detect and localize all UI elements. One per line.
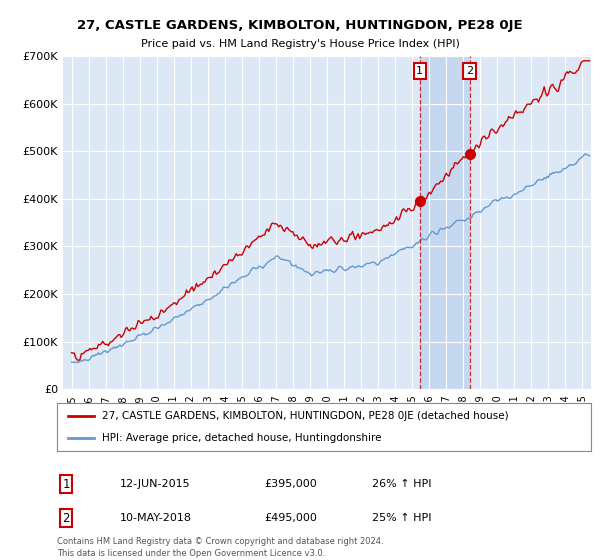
Text: 10-MAY-2018: 10-MAY-2018 xyxy=(120,513,192,523)
Text: 2: 2 xyxy=(466,66,473,76)
Text: 26% ↑ HPI: 26% ↑ HPI xyxy=(372,479,431,489)
Text: 1: 1 xyxy=(416,66,424,76)
Text: £495,000: £495,000 xyxy=(264,513,317,523)
Text: 27, CASTLE GARDENS, KIMBOLTON, HUNTINGDON, PE28 0JE (detached house): 27, CASTLE GARDENS, KIMBOLTON, HUNTINGDO… xyxy=(103,411,509,421)
Text: Price paid vs. HM Land Registry's House Price Index (HPI): Price paid vs. HM Land Registry's House … xyxy=(140,39,460,49)
Text: 12-JUN-2015: 12-JUN-2015 xyxy=(120,479,191,489)
Text: £395,000: £395,000 xyxy=(264,479,317,489)
Text: 27, CASTLE GARDENS, KIMBOLTON, HUNTINGDON, PE28 0JE: 27, CASTLE GARDENS, KIMBOLTON, HUNTINGDO… xyxy=(77,18,523,32)
Text: 1: 1 xyxy=(62,478,70,491)
Bar xyxy=(420,56,470,389)
Text: 25% ↑ HPI: 25% ↑ HPI xyxy=(372,513,431,523)
Text: HPI: Average price, detached house, Huntingdonshire: HPI: Average price, detached house, Hunt… xyxy=(103,433,382,443)
Text: Contains HM Land Registry data © Crown copyright and database right 2024.
This d: Contains HM Land Registry data © Crown c… xyxy=(57,537,383,558)
Text: 2: 2 xyxy=(62,511,70,525)
